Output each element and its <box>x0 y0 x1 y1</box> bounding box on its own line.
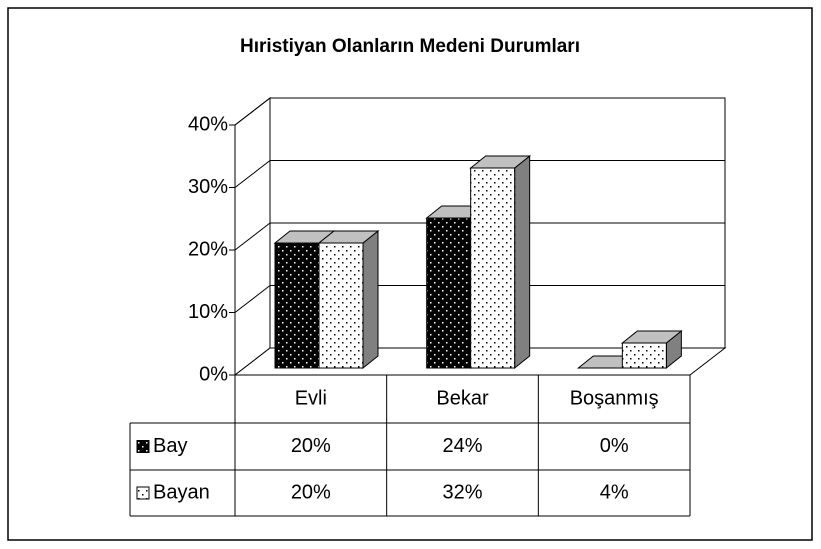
grid-line <box>234 97 271 126</box>
table-value: 24% <box>442 435 482 457</box>
bar <box>470 167 516 369</box>
bar <box>318 242 364 369</box>
table-value: 32% <box>442 481 482 503</box>
y-tick-label: 10% <box>188 301 228 323</box>
grid-line <box>234 285 271 313</box>
x-tick-label: Bekar <box>436 387 489 409</box>
legend-label: Bayan <box>153 481 210 503</box>
table-value: 20% <box>291 481 331 503</box>
y-tick-label: 20% <box>188 238 228 260</box>
legend-swatch <box>136 440 150 453</box>
y-tick-label: 30% <box>188 176 228 198</box>
legend-swatch <box>136 486 150 500</box>
bar <box>621 342 667 369</box>
bar <box>426 217 472 369</box>
legend-label: Bay <box>153 435 187 457</box>
table-value: 20% <box>291 435 331 457</box>
bar-side <box>514 154 531 370</box>
x-tick-label: Evli <box>295 387 327 409</box>
x-tick-label: Boşanmış <box>570 387 659 409</box>
bar-side <box>362 229 379 370</box>
y-tick-label: 0% <box>199 363 228 385</box>
y-tick-label: 40% <box>188 113 228 135</box>
bar <box>274 242 320 369</box>
grid-line <box>234 160 271 188</box>
table-value: 4% <box>600 481 629 503</box>
chart-title: Hıristiyan Olanların Medeni Durumları <box>240 36 580 57</box>
grid-line <box>234 222 271 251</box>
table-value: 0% <box>600 435 629 457</box>
